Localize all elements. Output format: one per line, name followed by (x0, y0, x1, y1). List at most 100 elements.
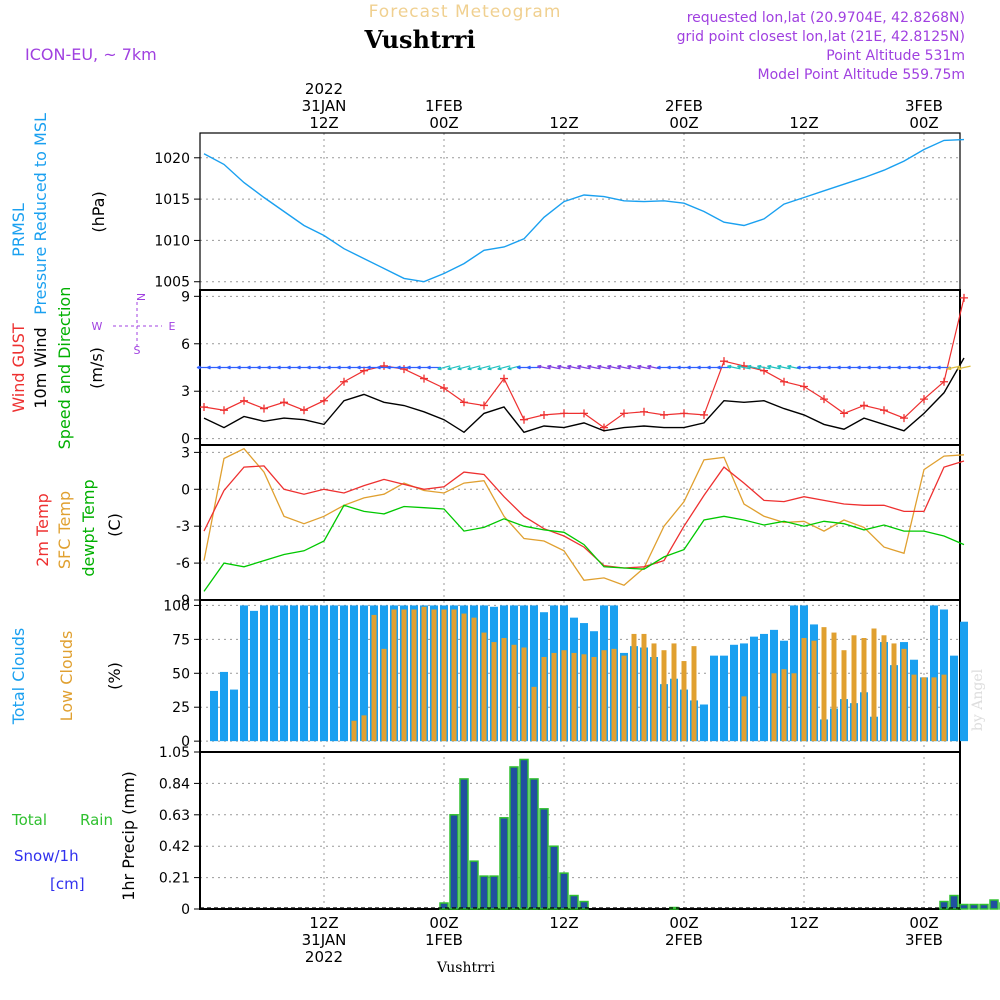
sfc-temp-line (203, 447, 965, 586)
total-cloud-bar (260, 605, 268, 742)
wind-direction-arrow (727, 364, 741, 370)
low-cloud-bar (461, 613, 467, 742)
wind-direction-arrow (437, 365, 451, 371)
low-cloud-bar (811, 640, 817, 742)
gust-point (320, 396, 328, 405)
gust-label: Wind GUST (9, 323, 28, 413)
total-cloud-bar (280, 605, 288, 742)
precip-bar (459, 778, 469, 910)
low-cloud-bar (581, 654, 587, 742)
wind-direction-arrow (607, 364, 621, 370)
wind-direction-arrow (947, 365, 961, 371)
y-tick-label: 0.84 (159, 776, 190, 792)
y-tick-label: 1015 (154, 192, 190, 208)
pressure-label-2: Pressure Reduced to MSL (31, 113, 50, 315)
time-axis-label: 00Z (909, 914, 938, 932)
low-cloud-bar (781, 669, 787, 742)
wind-direction-arrow (597, 364, 611, 370)
clouds-unit: (%) (105, 662, 124, 690)
low-cloud-bar (591, 657, 597, 742)
gust-point (900, 414, 908, 423)
gust-point (520, 415, 528, 424)
time-axis-label: 00Z (669, 114, 698, 132)
total-cloud-bar (340, 605, 348, 742)
time-axis-label: 2022 (305, 80, 343, 98)
gust-point (340, 377, 348, 386)
time-axis-label: 31JAN (302, 931, 347, 949)
low-cloud-bar (741, 696, 747, 742)
wind-direction-arrow (767, 364, 781, 370)
y-tick-label: 0 (181, 734, 190, 750)
low-cloud-bar (791, 673, 797, 742)
wind-line (203, 357, 965, 434)
time-axis-label: 3FEB (905, 931, 943, 949)
time-axis-label: 1FEB (425, 97, 463, 115)
total-cloud-bar (230, 689, 238, 742)
wind-direction-arrow (957, 365, 971, 371)
gust-point (740, 361, 748, 370)
gust-point (660, 410, 668, 419)
model-altitude: Model Point Altitude 559.75m (758, 67, 965, 83)
low-cloud-bar (911, 674, 917, 742)
total-cloud-bar (210, 690, 218, 742)
precip-bar (469, 860, 479, 910)
dewpt-line (203, 504, 965, 592)
time-axis-label: 2022 (305, 948, 343, 966)
pressure-label-1: PRMSL (9, 203, 28, 257)
low-cloud-bar (421, 606, 427, 742)
gust-point (460, 398, 468, 407)
time-axis-label: 12Z (309, 114, 338, 132)
y-tick-label: 25 (172, 700, 190, 716)
wind-direction-arrow (577, 364, 591, 370)
low-cloud-bar (511, 644, 517, 742)
y-tick-label: 6 (181, 337, 190, 353)
compass-rose: N E S W (92, 293, 176, 357)
total-cloud-bar (250, 610, 258, 742)
precip-bar (439, 902, 449, 910)
low-cloud-bar (801, 638, 807, 742)
low-cloud-bar (621, 655, 627, 742)
low-clouds-label: Low Clouds (57, 631, 76, 722)
wind-direction-arrow (587, 364, 601, 370)
low-cloud-bar (441, 609, 447, 742)
wind-direction-arrow (627, 364, 641, 370)
wind-direction-arrow (467, 365, 481, 371)
low-cloud-bar (411, 609, 417, 742)
gust-point (580, 409, 588, 418)
low-cloud-bar (631, 633, 637, 742)
low-cloud-bar (661, 650, 667, 742)
total-cloud-bar (700, 704, 708, 742)
time-axis-label: 12Z (549, 114, 578, 132)
wind-direction-arrow (537, 364, 551, 370)
point-altitude: Point Altitude 531m (826, 48, 965, 64)
low-cloud-bar (531, 686, 537, 742)
gust-line (203, 297, 965, 429)
wind-direction-arrow (757, 364, 771, 370)
low-cloud-bar (431, 609, 437, 742)
compass-north: N (134, 293, 147, 301)
low-cloud-bar (401, 609, 407, 742)
dewpt-label: dewpt Temp (79, 479, 98, 576)
wind-direction-arrow (426, 365, 441, 370)
low-cloud-bar (611, 648, 617, 742)
compass-east: E (169, 320, 176, 333)
y-tick-label: 0.42 (159, 839, 190, 855)
y-tick-label: -9 (176, 593, 190, 609)
y-tick-label: 0.63 (159, 808, 190, 824)
wind-direction-arrow (487, 365, 501, 371)
total-cloud-bar (320, 605, 328, 742)
sfc-temp-label: SFC Temp (55, 491, 74, 569)
low-cloud-bar (931, 677, 937, 742)
total-cloud-bar (720, 655, 728, 742)
gust-point (700, 410, 708, 419)
precip-ylabel: 1hr Precip (mm) (119, 771, 138, 901)
wind-direction-arrow (547, 364, 561, 370)
gust-point (200, 403, 208, 412)
low-cloud-bar (521, 647, 527, 742)
low-cloud-bar (691, 646, 697, 742)
footer-station: Vushtrri (436, 960, 495, 976)
total-cloud-bar (330, 605, 338, 742)
low-cloud-bar (391, 609, 397, 742)
gust-point (680, 409, 688, 418)
